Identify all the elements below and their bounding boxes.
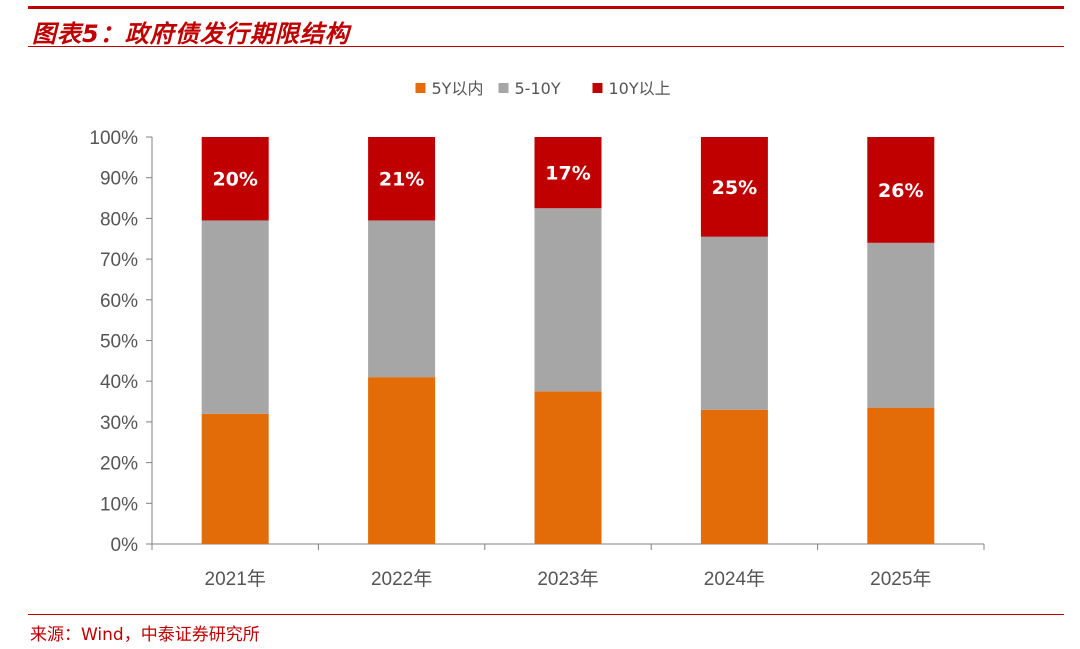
legend: 5Y以内 5-10Y 10Y以上 [415,79,671,98]
data-label: 21% [379,169,424,191]
bar-segment-2 [700,236,768,410]
bar-segment-2 [201,220,269,414]
data-label: 25% [712,177,757,199]
x-tick-label: 2022年 [371,568,432,590]
legend-label: 5-10Y [515,79,561,98]
source-note: 来源：Wind，中泰证券研究所 [30,625,260,645]
y-tick-label: 0% [111,535,139,556]
y-tick-label: 90% [100,169,138,190]
y-tick-label: 70% [100,250,138,271]
bar-segment-1 [700,409,768,544]
x-axis: 2021年 2022年 2023年 2024年 2025年 [151,543,985,590]
bar-segment-1 [201,413,269,544]
y-tick-label: 80% [100,209,138,230]
data-label: 17% [545,163,590,185]
bar-segment-2 [867,242,935,408]
bar-segment-3 [534,137,602,209]
legend-label: 10Y以上 [609,79,671,98]
title-rule [28,46,1064,47]
y-tick-label: 40% [100,372,138,393]
bar-segment-1 [534,391,602,544]
legend-swatch [415,83,426,93]
x-tick-label: 2024年 [704,568,765,590]
top-rule [28,6,1064,9]
legend-swatch [498,83,509,93]
y-tick-label: 50% [100,332,138,353]
legend-label: 5Y以内 [432,79,484,98]
y-tick-label: 60% [100,291,138,312]
bottom-rule [28,614,1064,615]
y-tick-label: 30% [100,413,138,434]
bars: 20% 21% 17% 25% 26% [201,137,935,544]
y-axis: 0% 10% 20% 30% 40% 50% 60% 70% 80% 90% 100% [89,128,153,556]
y-tick-label: 100% [89,128,138,149]
legend-swatch [592,83,603,93]
data-label: 20% [212,169,257,191]
bar-segment-2 [368,220,436,378]
x-tick-label: 2025年 [870,568,931,590]
bar-segment-1 [368,377,436,544]
bar-segment-3 [368,137,436,221]
stacked-bar-chart: 5Y以内 5-10Y 10Y以上 0% 10% 20% 30% 40% 50% 60% 70% 80… [89,79,985,590]
bar-segment-3 [867,137,935,243]
bar-segment-1 [867,407,935,544]
bar-segment-3 [700,137,768,237]
y-tick-label: 10% [100,494,138,515]
data-label: 26% [878,180,923,202]
x-tick-label: 2023年 [537,568,598,590]
x-tick-label: 2021年 [205,568,266,590]
y-tick-label: 20% [100,454,138,475]
bar-segment-3 [201,137,269,221]
figure-title: 图表5：政府债发行期限结构 [32,20,350,48]
bar-segment-2 [534,208,602,392]
